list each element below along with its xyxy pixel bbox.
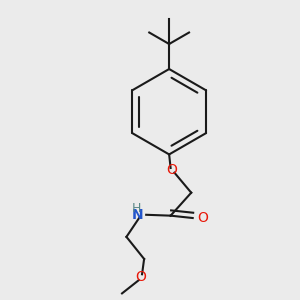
Text: O: O bbox=[167, 163, 178, 177]
Text: O: O bbox=[136, 270, 147, 284]
Text: H: H bbox=[131, 202, 141, 215]
Text: O: O bbox=[197, 211, 208, 225]
Text: N: N bbox=[132, 208, 143, 222]
